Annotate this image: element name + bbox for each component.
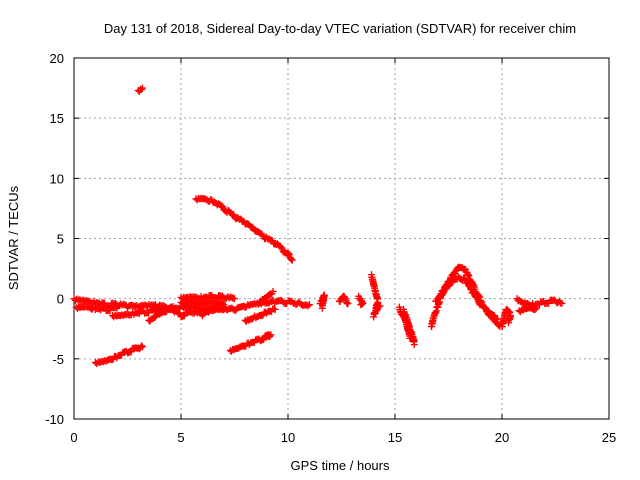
x-tick-label: 25 [602,430,616,445]
series-s10 [226,331,275,355]
data-point [127,348,135,356]
series-s11 [241,305,279,325]
data-point [357,301,365,309]
data-point [376,302,384,310]
data-point [218,299,226,307]
data-point [175,309,183,317]
y-tick-label: 5 [57,232,64,247]
y-tick-label: -10 [45,412,64,427]
data-point [531,306,539,314]
data-point [406,334,414,342]
data-point [231,295,238,303]
data-point [181,312,189,320]
data-point [287,255,295,263]
data-point [494,321,502,329]
data-point [373,306,381,314]
series-s20 [498,305,515,331]
data-point [218,202,226,210]
series-s13 [316,291,328,312]
data-point [465,281,473,289]
series-s12 [256,287,277,306]
data-point [138,343,146,351]
data-point [263,333,271,341]
series-s7 [177,297,228,309]
data-point [304,302,312,310]
x-tick-labels: 0 5 10 15 20 25 [70,430,616,445]
data-point [277,243,285,251]
data-point [445,282,453,290]
data-point [305,301,313,309]
ticks [73,57,610,420]
series-s17 [395,303,418,349]
y-axis-label: SDTVAR / TECUs [6,185,21,290]
series-s3 [91,342,146,368]
series-s4 [134,84,146,95]
data-point [269,287,277,295]
series-s5 [192,194,296,264]
data-point [258,231,266,239]
data-point [504,319,512,327]
series-s15 [355,292,367,309]
series-s9 [145,304,228,325]
series-s19 [432,272,502,323]
data-points [70,84,566,368]
series-s6 [177,291,238,303]
data-point [467,285,475,293]
data-point [318,304,326,312]
data-point [220,305,228,313]
data-point [288,256,296,264]
grid [74,58,609,419]
x-tick-label: 15 [388,430,402,445]
y-tick-label: -5 [52,352,64,367]
data-point [111,303,119,311]
x-tick-label: 5 [177,430,184,445]
data-point [344,299,352,307]
x-tick-label: 20 [495,430,509,445]
chart-title: Day 131 of 2018, Sidereal Day-to-day VTE… [104,21,576,36]
data-point [494,315,502,323]
series-s16 [367,271,384,321]
data-point [137,342,145,350]
data-point [558,299,566,307]
data-point [358,300,366,308]
data-point [138,84,146,92]
data-point [470,290,478,298]
y-tick-label: 15 [50,111,64,126]
y-tick-labels: -10 -5 0 5 10 15 20 [45,51,64,427]
y-tick-label: 0 [57,292,64,307]
x-tick-label: 0 [70,430,77,445]
data-point [532,304,540,312]
x-axis-label: GPS time / hours [291,458,390,473]
series-s2 [72,303,121,315]
x-tick-label: 10 [281,430,295,445]
data-point [151,313,159,321]
y-tick-label: 10 [50,171,64,186]
data-point [137,86,145,94]
y-tick-label: 20 [50,51,64,66]
series-s22 [515,304,540,316]
series-s14 [335,292,352,308]
data-point [271,305,279,313]
data-point [113,304,121,312]
